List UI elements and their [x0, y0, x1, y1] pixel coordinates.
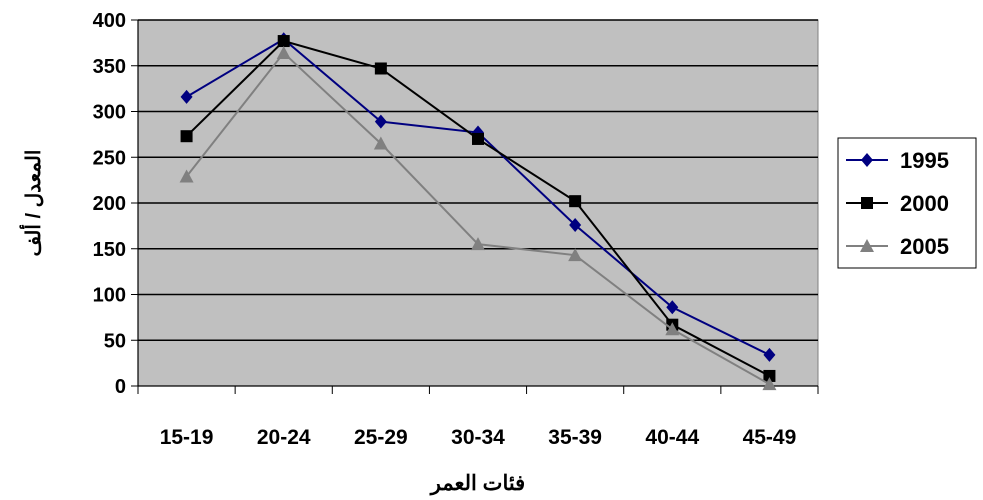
y-tick-label: 200 — [93, 193, 126, 215]
y-tick-label: 400 — [93, 10, 126, 32]
series-group — [179, 32, 777, 391]
legend: 1995 2000 2005 — [837, 137, 977, 269]
data-point — [569, 195, 582, 208]
x-tick-label: 35-39 — [548, 426, 602, 449]
data-point — [180, 130, 193, 143]
data-point — [373, 136, 388, 150]
y-tick-label: 150 — [93, 239, 126, 261]
x-tick-label: 20-24 — [257, 426, 311, 449]
data-point — [568, 248, 583, 262]
data-point — [276, 45, 291, 59]
data-point — [179, 169, 194, 183]
data-point — [374, 114, 387, 129]
y-tick-label: 350 — [93, 56, 126, 78]
x-axis-label: فئات العمر — [429, 472, 525, 496]
legend-marker — [861, 153, 873, 167]
y-tick-label: 300 — [93, 102, 126, 124]
data-point — [180, 89, 193, 104]
x-tick-label: 15-19 — [160, 426, 214, 449]
data-point — [666, 300, 679, 315]
data-point — [763, 369, 776, 382]
y-tick-label: 50 — [104, 330, 126, 352]
data-point — [569, 217, 582, 232]
legend-marker — [861, 197, 873, 209]
legend-marker — [860, 239, 874, 252]
legend-label: 1995 — [900, 148, 949, 173]
data-point — [472, 132, 484, 145]
y-tick-label: 100 — [93, 285, 126, 307]
y-tick-label: 250 — [93, 147, 126, 169]
data-point — [277, 35, 290, 48]
y-axis-ticks: 0 50 100 150 200 250 300 350 400 — [93, 10, 138, 398]
data-point — [762, 377, 777, 391]
y-tick-label: 0 — [115, 376, 126, 398]
x-tick-label: 30-34 — [451, 426, 505, 449]
x-tick-label: 40-44 — [645, 426, 699, 449]
data-point — [471, 237, 485, 251]
data-point — [374, 62, 387, 75]
data-point — [763, 347, 776, 362]
x-tick-label: 25-29 — [354, 426, 408, 449]
legend-label: 2005 — [900, 234, 949, 259]
y-axis-label: المعدل / ألف — [19, 150, 45, 257]
series-2005 — [179, 45, 777, 391]
x-tick-label: 45-49 — [743, 426, 797, 449]
data-point — [665, 322, 680, 336]
gridlines — [138, 19, 818, 341]
legend-label: 2000 — [900, 191, 949, 216]
x-axis-ticks: 15-19 20-24 25-29 30-34 35-39 40-44 45-49 — [137, 386, 819, 449]
